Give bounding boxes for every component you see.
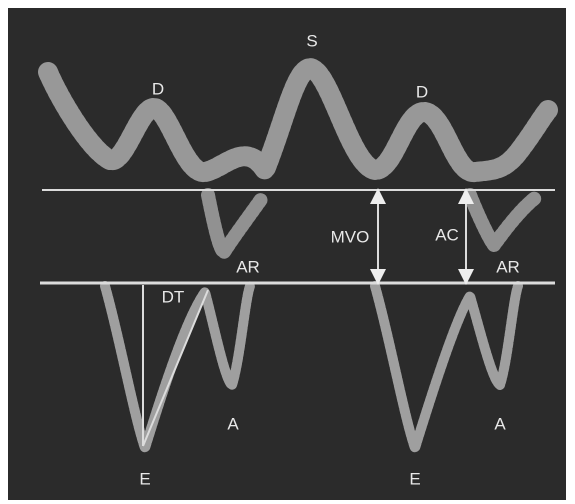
- label: AR: [496, 257, 520, 276]
- label: S: [306, 31, 317, 50]
- label: MVO: [331, 227, 370, 246]
- label: A: [227, 414, 239, 433]
- label: AR: [236, 257, 260, 276]
- label: DT: [162, 287, 185, 306]
- label: E: [409, 469, 420, 488]
- label: D: [416, 82, 428, 101]
- label: A: [494, 414, 506, 433]
- doppler-image: S D D AR AR MVO AC DT E E A A: [0, 0, 575, 504]
- label: AC: [435, 225, 459, 244]
- label: D: [152, 79, 164, 98]
- label: E: [139, 469, 150, 488]
